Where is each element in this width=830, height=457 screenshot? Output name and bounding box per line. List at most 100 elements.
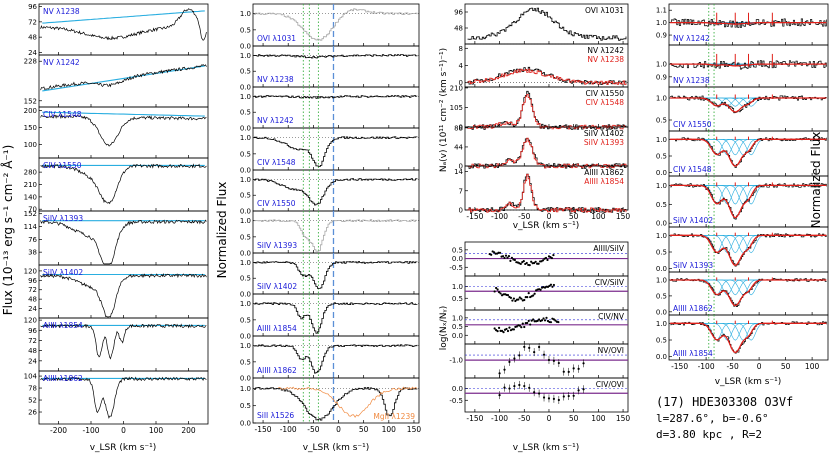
norm-panel-frame — [252, 377, 420, 424]
ratio-point — [530, 319, 533, 322]
ratio-point — [514, 299, 517, 303]
flux-panel-label: NV λ1238 — [43, 7, 80, 16]
fit-ytick-label: 0.0 — [656, 308, 667, 316]
ratio-point — [496, 330, 499, 333]
norm-spectrum — [254, 54, 418, 59]
flux-panel-label: CIV λ1548 — [43, 110, 82, 119]
ratio-xtick-label: 100 — [591, 414, 606, 423]
ratio-point — [523, 298, 526, 302]
fit-ytick-label: 0.0 — [656, 265, 667, 273]
ratio-point — [515, 325, 518, 328]
flux-ytick-label: 48 — [28, 296, 37, 304]
ratio-point — [540, 319, 544, 322]
norm-panel-label: OVI λ1031 — [257, 34, 296, 43]
ratio-point — [527, 319, 530, 322]
fit-ytick-label: 1.0 — [656, 95, 667, 103]
flux-ylabel: Flux (10⁻¹³ erg s⁻¹ cm⁻² Å⁻¹) — [0, 145, 15, 316]
norm-ylabel: Normalized Flux — [215, 182, 229, 279]
ratio-point — [521, 322, 524, 325]
flux-ytick-label: 200 — [24, 107, 37, 115]
norm-ytick-label: 1.0 — [240, 259, 251, 267]
ratio-ytick-label: 0.5 — [452, 323, 463, 331]
flux-panel-label: SiIV λ1402 — [43, 268, 83, 277]
ratio-point — [545, 316, 548, 319]
fit-model — [670, 322, 827, 354]
flux-spectrum — [40, 219, 207, 265]
flux-ytick-label: 152 — [24, 210, 37, 218]
ratio-point — [499, 292, 502, 295]
norm-mgii-spectrum — [278, 386, 418, 418]
flux-ytick-label: 96 — [28, 3, 37, 11]
flux-ytick-label: 96 — [28, 327, 37, 335]
flux-panel-label: SiIV λ1393 — [43, 214, 83, 223]
norm-xtick-label: 50 — [359, 425, 369, 434]
ratio-point — [512, 297, 516, 300]
ratio-point — [502, 331, 505, 334]
norm-ytick-label: 0.0 — [240, 291, 251, 299]
ratio-point — [534, 260, 537, 263]
ratio-point — [536, 319, 539, 322]
ratio-point — [537, 318, 541, 321]
fit-model — [670, 234, 827, 266]
norm-spectrum — [254, 219, 417, 252]
ratio-point — [511, 299, 514, 302]
flux-ytick-label: 140 — [24, 193, 37, 201]
nav-ytick-label: 14 — [454, 168, 463, 176]
norm-xtick-label: -150 — [255, 425, 272, 434]
flux-ytick-label: 52 — [28, 397, 37, 405]
nav-ytick-label: 105 — [450, 104, 463, 112]
fit-ytick-label: 1.1 — [656, 7, 667, 15]
nav-xtick-label: 100 — [591, 212, 606, 221]
flux-ytick-label: 280 — [24, 169, 37, 177]
fit-panel-label: SiIV λ1402 — [673, 216, 713, 225]
ratio-point — [537, 262, 540, 265]
fit-ytick-label: 0.0 — [656, 169, 667, 177]
fit-panel-label: CIV λ1548 — [673, 165, 712, 174]
norm-xtick-label: 0 — [336, 425, 341, 434]
flux-continuum — [42, 65, 205, 92]
ratio-ylabel: log(Nₓ/Nᵧ) — [439, 306, 449, 351]
norm-xtick-label: 150 — [407, 425, 422, 434]
flux-ytick-label: 24 — [28, 305, 37, 313]
nav-profile-2 — [467, 94, 627, 130]
ratio-point — [508, 326, 511, 329]
fit-ytick-label: 0.5 — [656, 201, 667, 209]
flux-ytick-label: 120 — [24, 317, 37, 325]
norm-ytick-label: 1.0 — [240, 176, 251, 184]
nav-xtick-label: -150 — [466, 212, 483, 221]
ratio-xtick-label: 0 — [547, 414, 552, 423]
fit-panel-label: NV λ1238 — [673, 76, 710, 85]
nav-panel-label-2: SiIV λ1393 — [584, 138, 624, 147]
nav-profile-2 — [467, 68, 627, 85]
norm-ytick-label: 0.5 — [240, 26, 251, 34]
fit-panel-label: NV λ1242 — [673, 34, 710, 43]
nav-ytick-label: 0 — [459, 163, 463, 171]
norm-ytick-label: 1.0 — [240, 217, 251, 225]
norm-ytick-label: 0.0 — [240, 43, 251, 51]
flux-xtick-label: 200 — [181, 426, 196, 435]
ratio-xtick-label: 50 — [569, 414, 579, 423]
nav-panel-label: AlIII λ1862 — [584, 168, 624, 177]
nav-panel-label-2: CIV λ1548 — [586, 98, 625, 107]
fit-xtick-label: 50 — [781, 362, 791, 371]
ratio-ytick-label: 0.0 — [452, 255, 463, 263]
flux-spectrum — [40, 8, 207, 41]
ratio-point — [532, 294, 535, 297]
flux-ytick-label: 76 — [28, 236, 37, 244]
fit-ytick-label: 0.5 — [656, 249, 667, 257]
ratio-point — [517, 298, 520, 301]
fit-panel-label: SiIV λ1393 — [673, 261, 713, 270]
norm-ytick-label: 0.5 — [240, 68, 251, 76]
info-title: (17) HDE303308 O3Vf — [656, 395, 794, 409]
ratio-point — [533, 261, 536, 265]
norm-ytick-label: 0.5 — [240, 109, 251, 117]
fit-ytick-label: 0.5 — [656, 292, 667, 300]
fit-ytick-label: 0.0 — [656, 353, 667, 361]
flux-xtick-label: -100 — [82, 426, 99, 435]
nav-panel-label: OVI λ1031 — [585, 6, 624, 15]
flux-panel-label: CIV λ1550 — [43, 161, 82, 170]
norm-spectrum — [254, 8, 418, 41]
ratio-ytick-label: -0.5 — [449, 397, 463, 405]
flux-ytick-label: 48 — [28, 34, 37, 42]
flux-spectrum — [40, 64, 207, 91]
